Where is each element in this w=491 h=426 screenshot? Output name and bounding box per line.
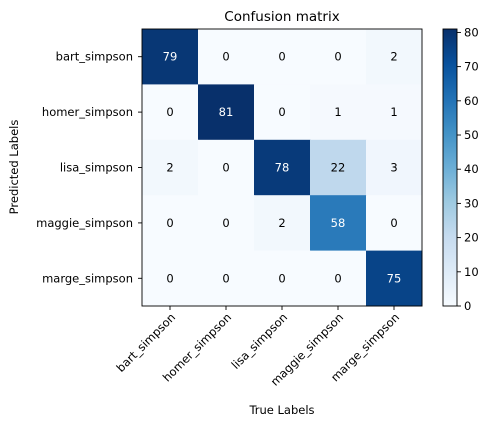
cell-value-label: 0 xyxy=(222,271,229,285)
cell-value-label: 0 xyxy=(222,216,229,230)
cell-value-label: 75 xyxy=(387,271,402,285)
colorbar-gradient xyxy=(442,28,458,307)
colorbar-tick-label: 40 xyxy=(464,162,479,176)
cell-value-label: 0 xyxy=(166,216,173,230)
heatmap-cell xyxy=(198,29,255,85)
cell-value-labels: 79 0 0 0 2 0 81 0 1 1 2 0 78 22 3 0 0 2 58 0 0 0 0 0 75 xyxy=(163,50,402,286)
cell-value-label: 22 xyxy=(331,161,346,175)
heatmap-cell xyxy=(366,29,423,85)
heatmap-cell xyxy=(142,139,199,196)
heatmap-cell xyxy=(198,250,255,307)
heatmap-cell xyxy=(198,84,255,141)
colorbar-tick-label: 60 xyxy=(464,94,479,108)
heatmap-cell xyxy=(254,195,311,252)
colorbar-tick-label: 20 xyxy=(464,231,479,245)
cell-value-label: 0 xyxy=(222,161,229,175)
heatmap-cell xyxy=(198,195,255,252)
heatmap-cell xyxy=(198,139,255,196)
x-tick-label: lisa_simpson xyxy=(228,310,290,372)
cell-value-label: 1 xyxy=(390,105,397,119)
cell-value-label: 0 xyxy=(278,50,285,64)
colorbar-tick-label: 0 xyxy=(464,299,471,313)
y-tick-label: lisa_simpson xyxy=(60,161,133,175)
heatmap-cell xyxy=(366,139,423,196)
cell-value-label: 3 xyxy=(390,161,397,175)
cell-value-label: 81 xyxy=(219,105,234,119)
heatmap-cell xyxy=(142,250,199,307)
heatmap-cell xyxy=(254,139,311,196)
y-axis-label: Predicted Labels xyxy=(7,120,21,215)
colorbar: 0 10 20 30 40 50 60 70 80 xyxy=(442,25,479,313)
heatmap-cell xyxy=(254,250,311,307)
x-axis-ticks: bart_simpsonhomer_simpsonlisa_simpsonmag… xyxy=(114,306,402,389)
y-tick-label: homer_simpson xyxy=(42,105,133,119)
cell-value-label: 0 xyxy=(334,271,341,285)
cell-value-label: 2 xyxy=(390,50,397,64)
y-axis-ticks: bart_simpson homer_simpson lisa_simpsonmag… xyxy=(36,50,142,285)
heatmap-cell xyxy=(366,250,423,307)
heatmap-cell xyxy=(142,84,199,141)
heatmap-cell xyxy=(366,195,423,252)
cell-value-label: 0 xyxy=(278,105,285,119)
x-axis-label: True Labels xyxy=(248,403,314,417)
colorbar-tick-label: 80 xyxy=(464,25,479,39)
heatmap-cell xyxy=(142,29,199,85)
chart-title: Confusion matrix xyxy=(224,9,339,25)
heatmap-cell xyxy=(254,29,311,85)
colorbar-tick-label: 70 xyxy=(464,60,479,74)
colorbar-tick-label: 50 xyxy=(464,128,479,142)
cell-value-label: 0 xyxy=(166,105,173,119)
cell-value-label: 0 xyxy=(278,271,285,285)
cell-value-label: 79 xyxy=(163,50,178,64)
heatmap-cell xyxy=(142,195,199,252)
cell-value-label: 0 xyxy=(166,271,173,285)
heatmap-cells xyxy=(141,28,423,307)
cell-value-label: 0 xyxy=(222,50,229,64)
cell-value-label: 1 xyxy=(334,105,341,119)
y-tick-label: bart_simpson xyxy=(56,50,133,64)
heatmap-cell xyxy=(366,84,423,141)
heatmap-cell xyxy=(254,84,311,141)
y-tick-label: marge_simpson xyxy=(42,271,133,285)
cell-value-label: 0 xyxy=(390,216,397,230)
cell-value-label: 2 xyxy=(278,216,285,230)
heatmap-cell xyxy=(310,29,367,85)
cell-value-label: 78 xyxy=(275,161,290,175)
colorbar-tick-label: 10 xyxy=(464,265,479,279)
cell-value-label: 2 xyxy=(166,161,173,175)
heatmap-cell xyxy=(310,84,367,141)
heatmap-cell xyxy=(310,250,367,307)
cell-value-label: 0 xyxy=(334,50,341,64)
heatmap-cell xyxy=(310,195,367,252)
y-tick-label: maggie_simpson xyxy=(36,216,133,230)
colorbar-tick-label: 30 xyxy=(464,196,479,210)
heatmap-cell xyxy=(310,139,367,196)
cell-value-label: 58 xyxy=(331,216,346,230)
